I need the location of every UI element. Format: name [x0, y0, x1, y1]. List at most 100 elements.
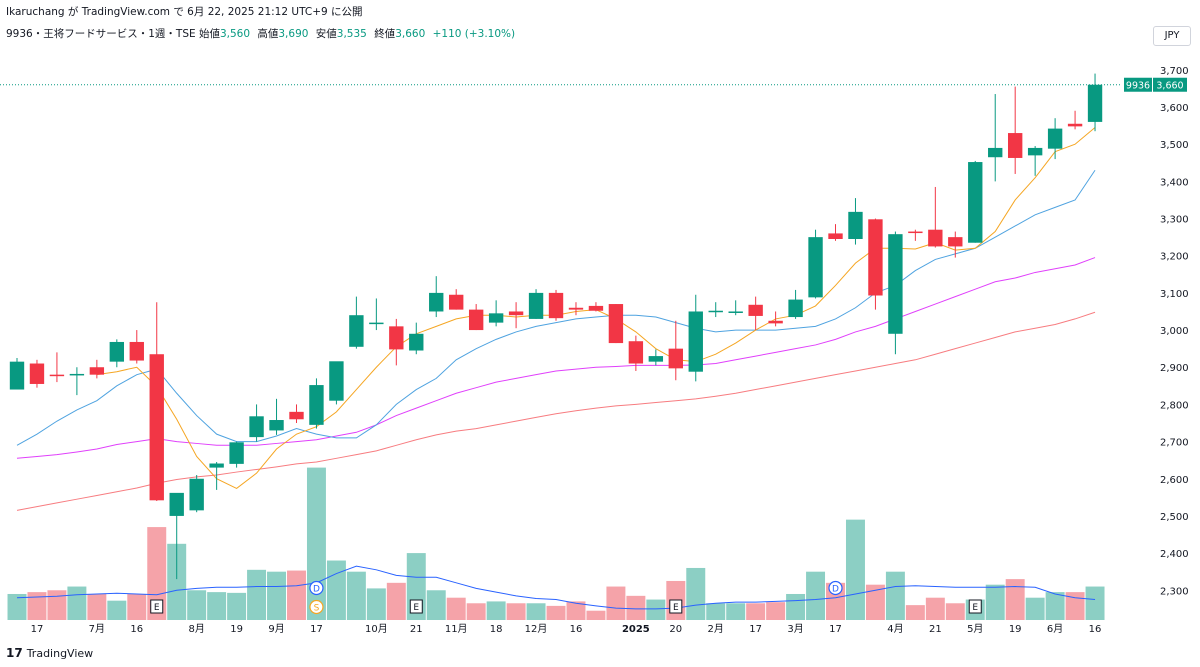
- candle-body[interactable]: [868, 219, 883, 296]
- candle-body[interactable]: [129, 341, 144, 361]
- candle-body[interactable]: [828, 233, 843, 239]
- candle-body[interactable]: [169, 492, 184, 516]
- candle-body[interactable]: [69, 373, 85, 376]
- volume-bar: [1005, 579, 1025, 620]
- candle-body[interactable]: [628, 341, 644, 364]
- candle-body[interactable]: [369, 322, 384, 325]
- candle-body[interactable]: [748, 304, 763, 316]
- candle-body[interactable]: [648, 356, 664, 362]
- volume-bar: [1085, 586, 1105, 620]
- dividend-marker[interactable]: [828, 580, 843, 596]
- price-tag: [1153, 77, 1187, 92]
- candle-body[interactable]: [49, 374, 65, 377]
- candle-body[interactable]: [109, 341, 125, 362]
- candle-body[interactable]: [29, 363, 45, 384]
- y-tick-label: 3,400: [1160, 177, 1189, 188]
- candle-body[interactable]: [289, 411, 304, 420]
- candle-body[interactable]: [588, 305, 604, 311]
- candle-body[interactable]: [768, 320, 783, 324]
- candle-body[interactable]: [1007, 133, 1023, 158]
- candle-body[interactable]: [508, 311, 524, 316]
- candle-body[interactable]: [608, 304, 624, 344]
- y-tick-label: 3,500: [1160, 140, 1189, 151]
- candle-body[interactable]: [668, 348, 683, 369]
- candle-body[interactable]: [1027, 147, 1043, 156]
- candle-body[interactable]: [329, 361, 344, 401]
- x-tick-label: 5月: [967, 623, 983, 635]
- candle-body[interactable]: [888, 234, 903, 334]
- volume-bar: [306, 467, 326, 620]
- low-label: 安値: [315, 28, 337, 40]
- candle-body[interactable]: [349, 315, 364, 347]
- candle-body[interactable]: [728, 311, 743, 313]
- candle-body[interactable]: [688, 311, 703, 372]
- earnings-marker[interactable]: [409, 599, 423, 614]
- y-tick-label: 3,700: [1160, 66, 1189, 77]
- candle-body[interactable]: [189, 478, 204, 511]
- candle-body[interactable]: [9, 361, 25, 390]
- candle-body[interactable]: [928, 229, 943, 247]
- high-label: 高値: [257, 28, 279, 40]
- volume-bar: [706, 603, 726, 620]
- volume-bar: [1025, 597, 1045, 620]
- split-marker[interactable]: [309, 599, 324, 615]
- candle-body[interactable]: [229, 442, 244, 464]
- candle-body[interactable]: [468, 309, 484, 331]
- currency-button[interactable]: JPY: [1153, 26, 1191, 46]
- candle-body[interactable]: [848, 211, 863, 239]
- symbol-title[interactable]: 9936・王将フードサービス・1週・TSE: [6, 28, 196, 40]
- candle-body[interactable]: [429, 292, 444, 312]
- volume-bar: [147, 527, 167, 620]
- candle-body[interactable]: [409, 333, 424, 351]
- close-value: 3,660: [395, 28, 426, 40]
- candle-body[interactable]: [209, 463, 224, 468]
- candle-body[interactable]: [708, 310, 723, 313]
- x-tick-label: 16: [1089, 624, 1102, 635]
- candle-body[interactable]: [488, 313, 504, 323]
- candle-body[interactable]: [269, 420, 284, 431]
- x-tick-label: 16: [570, 624, 583, 635]
- candle-body[interactable]: [1067, 123, 1083, 127]
- candle-body[interactable]: [568, 307, 584, 310]
- earnings-marker-label: E: [972, 603, 978, 613]
- candle-body[interactable]: [908, 231, 923, 234]
- y-tick-label: 2,600: [1160, 475, 1189, 486]
- y-tick-label: 2,700: [1160, 438, 1189, 449]
- volume-bar: [386, 582, 406, 620]
- ma-slow-line: [16, 257, 1096, 459]
- candle-body[interactable]: [249, 416, 264, 438]
- candle-body[interactable]: [988, 147, 1003, 158]
- earnings-marker[interactable]: [669, 599, 683, 614]
- symbol-legend: 9936・王将フードサービス・1週・TSE 始値3,560 高値3,690 安値…: [6, 26, 519, 41]
- candle-body[interactable]: [548, 292, 564, 319]
- volume-bar: [566, 601, 586, 620]
- candle-body[interactable]: [948, 237, 963, 247]
- candle-body[interactable]: [1047, 128, 1063, 149]
- volume-bar: [127, 593, 147, 620]
- volume-bar: [985, 584, 1005, 620]
- candle-body[interactable]: [788, 299, 803, 318]
- volume-bar: [626, 595, 646, 620]
- earnings-marker[interactable]: [968, 599, 982, 614]
- dividend-marker[interactable]: [309, 580, 324, 596]
- volume-bar: [87, 593, 107, 620]
- x-tick-label: 6月: [1047, 623, 1063, 635]
- candle-body[interactable]: [968, 162, 983, 243]
- x-tick-label: 20: [669, 624, 682, 635]
- earnings-marker-label: E: [413, 603, 419, 613]
- volume-bar: [506, 603, 526, 620]
- candle-body[interactable]: [1087, 84, 1103, 122]
- earnings-marker[interactable]: [150, 599, 164, 614]
- candle-body[interactable]: [149, 354, 164, 501]
- volume-ma-line: [16, 565, 1096, 610]
- candle-body[interactable]: [389, 326, 404, 350]
- candle-body[interactable]: [309, 385, 324, 425]
- open-value: 3,560: [219, 28, 251, 40]
- candle-body[interactable]: [808, 237, 823, 298]
- candle-body[interactable]: [528, 292, 544, 319]
- candle-body[interactable]: [449, 294, 464, 310]
- candle-body[interactable]: [89, 367, 105, 375]
- tradingview-logo-icon: 𝟭𝟳: [6, 646, 23, 660]
- volume-bar: [366, 588, 386, 620]
